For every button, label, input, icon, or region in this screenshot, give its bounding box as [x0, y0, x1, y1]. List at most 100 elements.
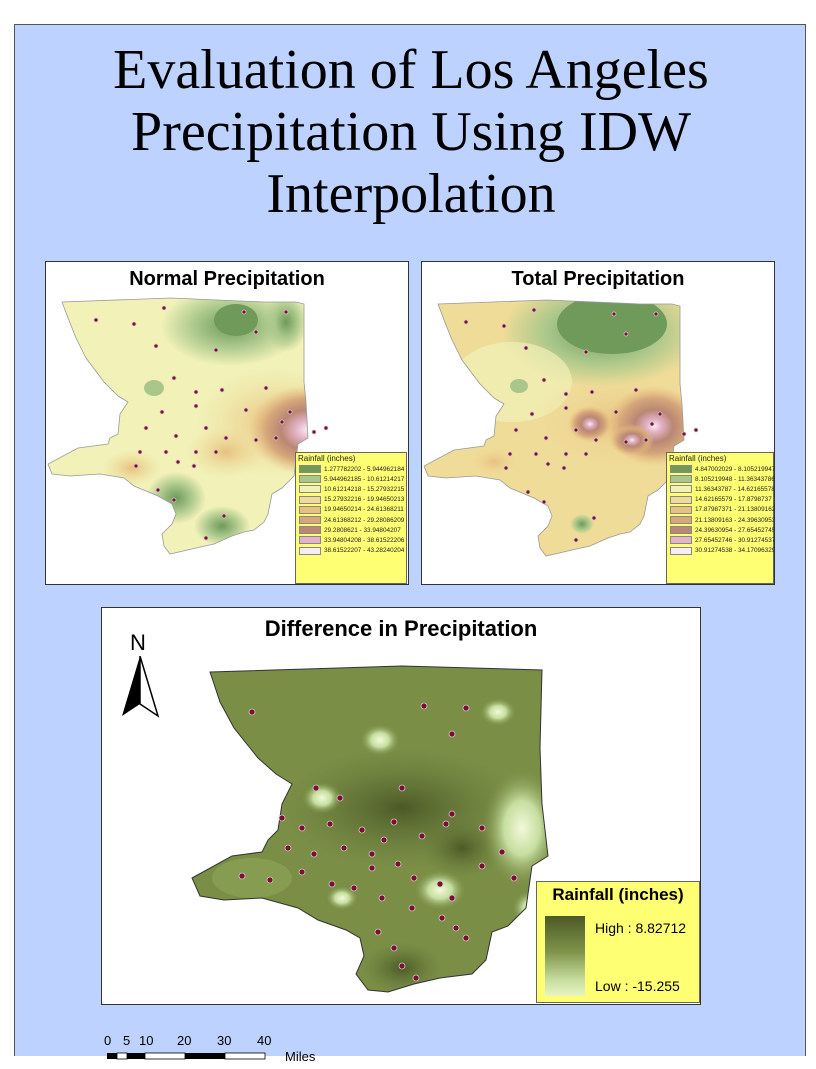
total-station-points	[463, 307, 699, 543]
station-point	[681, 431, 687, 437]
station-point	[448, 730, 456, 738]
total-legend-swatch	[670, 485, 692, 494]
total-legend-swatch	[670, 536, 692, 545]
normal-legend-swatch	[299, 475, 321, 484]
station-point	[238, 872, 246, 880]
station-point	[263, 385, 269, 391]
normal-legend-label: 5.944962185 - 10.61214217	[324, 475, 405, 483]
station-point	[155, 487, 161, 493]
station-point	[643, 437, 649, 443]
station-point	[541, 377, 547, 383]
difference-high-label: High : 8.82712	[595, 920, 687, 936]
station-point	[93, 317, 99, 323]
station-point	[462, 704, 470, 712]
north-arrow-label: N	[130, 630, 146, 655]
station-point	[253, 437, 259, 443]
station-point	[248, 708, 256, 716]
difference-low-label: Low : -15.255	[595, 978, 680, 994]
difference-map-title: Difference in Precipitation	[264, 616, 538, 641]
station-point	[398, 784, 406, 792]
layout-title: Evaluation of Los Angeles Precipitation …	[15, 39, 807, 225]
total-legend-class: 27.65452746 - 30.91274537	[667, 535, 774, 545]
station-point	[633, 387, 639, 393]
station-point	[531, 307, 537, 313]
station-point	[507, 451, 513, 457]
station-point	[241, 309, 247, 315]
station-point	[543, 435, 549, 441]
station-point	[131, 321, 137, 327]
total-legend-swatch	[670, 475, 692, 484]
station-point	[503, 465, 509, 471]
station-point	[310, 850, 318, 858]
scale-tick-10: 10	[139, 1033, 154, 1048]
total-legend-class: 14.62165579 - 17.8798737	[667, 495, 773, 505]
station-point	[213, 347, 219, 353]
total-legend-class: 24.39630954 - 27.65452745	[667, 525, 774, 535]
station-point	[623, 439, 629, 445]
station-point	[498, 848, 506, 856]
difference-legend: Rainfall (inches) High : 8.82712 Low : -…	[536, 881, 700, 1003]
station-point	[253, 329, 259, 335]
station-point	[163, 449, 169, 455]
normal-legend-swatch	[299, 495, 321, 504]
station-point	[171, 375, 177, 381]
scale-tick-30: 30	[217, 1033, 232, 1048]
normal-legend-label: 15.27932216 - 19.94650213	[324, 496, 405, 504]
station-point	[398, 962, 406, 970]
station-point	[442, 820, 450, 828]
station-point	[583, 451, 589, 457]
normal-legend-label: 24.61368212 - 29.28086209	[324, 516, 405, 524]
normal-legend-class: 19.94650214 - 24.61368211	[296, 505, 406, 515]
station-point	[350, 884, 358, 892]
station-point	[171, 497, 177, 503]
scale-tick-5: 5	[123, 1033, 131, 1048]
station-point	[452, 924, 460, 932]
station-point	[593, 437, 599, 443]
difference-precipitation-map-frame: Difference in Precipitation	[101, 607, 701, 1005]
title-line-1: Evaluation of Los Angeles	[113, 39, 709, 101]
station-point	[191, 463, 197, 469]
normal-legend-label: 38.61522207 - 43.28240204	[324, 547, 405, 555]
scale-tick-20: 20	[177, 1033, 192, 1048]
total-legend-class: 17.87987371 - 21.13809162	[667, 505, 774, 515]
station-point	[591, 515, 597, 521]
scale-unit: Miles	[285, 1049, 316, 1064]
total-map-title: Total Precipitation	[511, 268, 685, 290]
total-legend-class: 8.105219948 - 11.36343786	[667, 474, 775, 484]
station-point	[523, 345, 529, 351]
total-legend-title: Rainfall (inches)	[669, 454, 727, 463]
normal-precipitation-surface	[47, 297, 329, 555]
normal-legend-swatch	[299, 485, 321, 494]
total-legend-class: 4.847002029 - 8.105219947	[667, 464, 774, 474]
total-legend: Rainfall (inches) 4.847002029 - 8.105219…	[666, 452, 774, 584]
station-point	[611, 311, 617, 317]
station-point	[420, 702, 428, 710]
station-point	[653, 311, 659, 317]
station-point	[153, 343, 159, 349]
station-point	[368, 850, 376, 858]
north-arrow-icon	[122, 656, 160, 718]
station-point	[221, 513, 227, 519]
total-legend-swatch	[670, 495, 692, 504]
station-point	[561, 465, 567, 471]
station-point	[390, 944, 398, 952]
station-point	[380, 836, 388, 844]
station-point	[336, 794, 344, 802]
station-point	[563, 391, 569, 397]
station-point	[273, 435, 279, 441]
total-legend-label: 8.105219948 - 11.36343786	[695, 475, 775, 483]
normal-legend-class: 5.944962185 - 10.61214217	[296, 474, 406, 484]
total-legend-classes: 4.847002029 - 8.105219947 8.105219948 - 1…	[667, 464, 775, 556]
station-point	[161, 305, 167, 311]
scale-tick-40: 40	[257, 1033, 272, 1048]
station-point	[589, 389, 595, 395]
difference-station-points	[238, 702, 518, 982]
station-point	[203, 535, 209, 541]
station-point	[613, 409, 619, 415]
station-point	[287, 409, 293, 415]
station-point	[448, 894, 456, 902]
total-legend-swatch	[670, 526, 692, 535]
difference-legend-title: Rainfall (inches)	[552, 885, 684, 904]
station-point	[193, 403, 199, 409]
station-point	[412, 974, 420, 982]
